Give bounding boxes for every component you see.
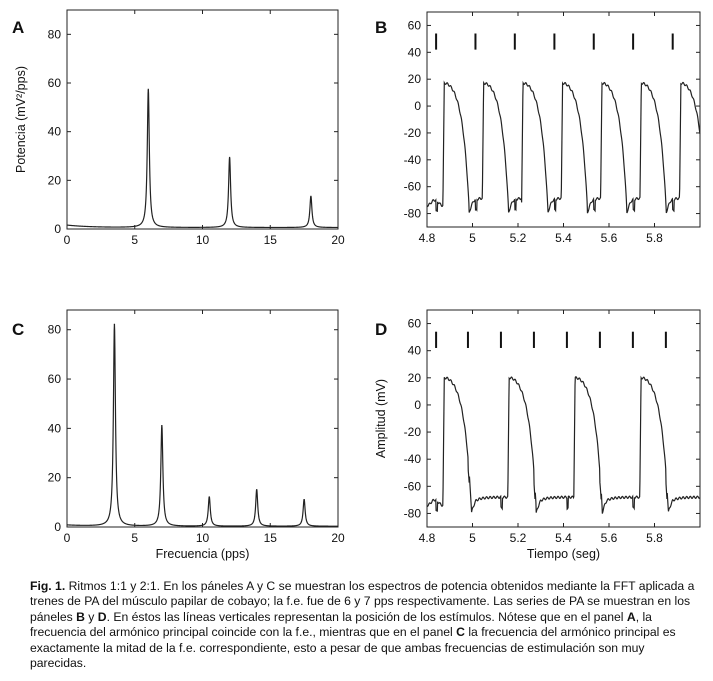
y-tick-label: -20 bbox=[404, 425, 422, 439]
caption-text: y bbox=[84, 609, 98, 624]
x-tick-label: 20 bbox=[331, 233, 345, 247]
y-tick-label: -80 bbox=[404, 207, 422, 221]
spectral-peak bbox=[303, 499, 305, 501]
x-tick-label: 5 bbox=[131, 233, 138, 247]
y-tick-label: -20 bbox=[404, 126, 422, 140]
y-tick-label: 60 bbox=[408, 317, 422, 331]
spectral-peak bbox=[310, 196, 312, 198]
spectral-peak bbox=[208, 496, 210, 499]
y-tick-label: 0 bbox=[54, 520, 61, 534]
caption-text: Ritmos 1:1 y 2:1. En los páneles A y C s… bbox=[30, 579, 695, 624]
figure-caption: Fig. 1. Ritmos 1:1 y 2:1. En los páneles… bbox=[30, 579, 702, 671]
y-tick-label: 0 bbox=[414, 398, 421, 412]
spectral-peak bbox=[256, 489, 258, 491]
y-tick-label: 20 bbox=[408, 72, 422, 86]
caption-lead: Fig. 1. bbox=[30, 579, 66, 593]
y-tick-label: 0 bbox=[54, 222, 61, 236]
x-tick-label: 15 bbox=[264, 531, 278, 545]
y-tick-label: 20 bbox=[408, 371, 422, 385]
caption-panel-ref: B bbox=[76, 609, 85, 624]
spectral-peak bbox=[113, 324, 116, 326]
membrane-potential-trace bbox=[426, 80, 701, 214]
panel-letter: B bbox=[375, 18, 387, 37]
x-tick-label: 15 bbox=[264, 233, 278, 247]
panel-c-power-spectrum: 0 5 10 15 20 0 20 40 60 80 C Frecuencia (pps) bbox=[12, 309, 345, 561]
figure-canvas: 0 5 10 15 20 0 20 40 60 80 A Potencia (mV²/pps) 4.8… bbox=[12, 9, 701, 561]
panel-a-power-spectrum: 0 5 10 15 20 0 20 40 60 80 A Potencia (mV²/pps) bbox=[12, 9, 345, 247]
spectrum-trace bbox=[66, 323, 338, 527]
x-tick-label: 5.6 bbox=[601, 231, 618, 245]
x-axis-label: Frecuencia (pps) bbox=[156, 547, 250, 561]
y-tick-label: 40 bbox=[408, 344, 422, 358]
y-tick-label: 20 bbox=[48, 173, 62, 187]
x-tick-label: 5.8 bbox=[646, 231, 663, 245]
caption-text: la frecuencia del armónico principal es … bbox=[30, 625, 676, 671]
y-tick-label: 40 bbox=[48, 125, 62, 139]
y-tick-label: 20 bbox=[48, 471, 62, 485]
y-tick-label: -40 bbox=[404, 153, 422, 167]
x-tick-label: 5.4 bbox=[555, 231, 572, 245]
x-tick-label: 10 bbox=[196, 233, 210, 247]
x-tick-label: 5 bbox=[469, 231, 476, 245]
x-tick-label: 5.4 bbox=[555, 531, 572, 545]
y-axis-label: Potencia (mV²/pps) bbox=[14, 66, 28, 173]
spectrum-trace bbox=[66, 88, 338, 229]
panel-letter: C bbox=[12, 320, 24, 339]
y-tick-label: 80 bbox=[48, 323, 62, 337]
plot-frame bbox=[66, 9, 339, 230]
x-tick-label: 0 bbox=[64, 233, 71, 247]
panel-d-action-potentials: 4.8 5 5.2 5.4 5.6 5.8 -80 -60 -40 -20 0 20 40 60 D Tiem… bbox=[374, 309, 701, 561]
x-axis-label: Tiempo (seg) bbox=[527, 547, 600, 561]
spectral-peak bbox=[229, 157, 231, 160]
caption-body: Ritmos 1:1 y 2:1. En los páneles A y C s… bbox=[30, 579, 694, 670]
x-tick-label: 4.8 bbox=[419, 231, 436, 245]
caption-panel-ref: D bbox=[97, 609, 107, 624]
x-tick-label: 5.2 bbox=[510, 531, 527, 545]
panel-letter: A bbox=[12, 18, 24, 37]
plot-frame bbox=[66, 309, 339, 528]
x-tick-label: 5.8 bbox=[646, 531, 663, 545]
spectral-peak bbox=[147, 89, 149, 91]
y-tick-label: -40 bbox=[404, 452, 422, 466]
y-tick-label: -80 bbox=[404, 506, 422, 520]
x-tick-label: 5.6 bbox=[601, 531, 618, 545]
x-tick-label: 20 bbox=[331, 531, 345, 545]
y-tick-label: -60 bbox=[404, 180, 422, 194]
x-tick-label: 0 bbox=[64, 531, 71, 545]
x-tick-label: 10 bbox=[196, 531, 210, 545]
spectral-peak bbox=[161, 425, 163, 427]
caption-text: . En éstos las líneas verticales represe… bbox=[106, 609, 627, 624]
y-axis-label: Amplitud (mV) bbox=[374, 379, 388, 458]
y-tick-label: 0 bbox=[414, 99, 421, 113]
y-tick-label: 60 bbox=[408, 18, 422, 32]
y-tick-label: 60 bbox=[48, 76, 62, 90]
caption-text: , la frecuencia del armónico principal c… bbox=[30, 609, 652, 640]
membrane-potential-trace bbox=[426, 375, 701, 514]
y-tick-label: 60 bbox=[48, 372, 62, 386]
caption-panel-ref: A bbox=[626, 609, 636, 624]
panel-letter: D bbox=[375, 320, 387, 339]
y-tick-label: 40 bbox=[48, 421, 62, 435]
x-tick-label: 5 bbox=[131, 531, 138, 545]
y-tick-label: 40 bbox=[408, 45, 422, 59]
x-tick-label: 5.2 bbox=[510, 231, 527, 245]
panel-b-action-potentials: 4.8 5 5.2 5.4 5.6 5.8 -80 -60 -40 -20 0 20 40 60 B bbox=[375, 11, 701, 245]
y-tick-label: 80 bbox=[48, 27, 62, 41]
x-tick-label: 5 bbox=[469, 531, 476, 545]
y-tick-label: -60 bbox=[404, 479, 422, 493]
caption-panel-ref: C bbox=[456, 625, 465, 640]
x-tick-label: 4.8 bbox=[419, 531, 436, 545]
